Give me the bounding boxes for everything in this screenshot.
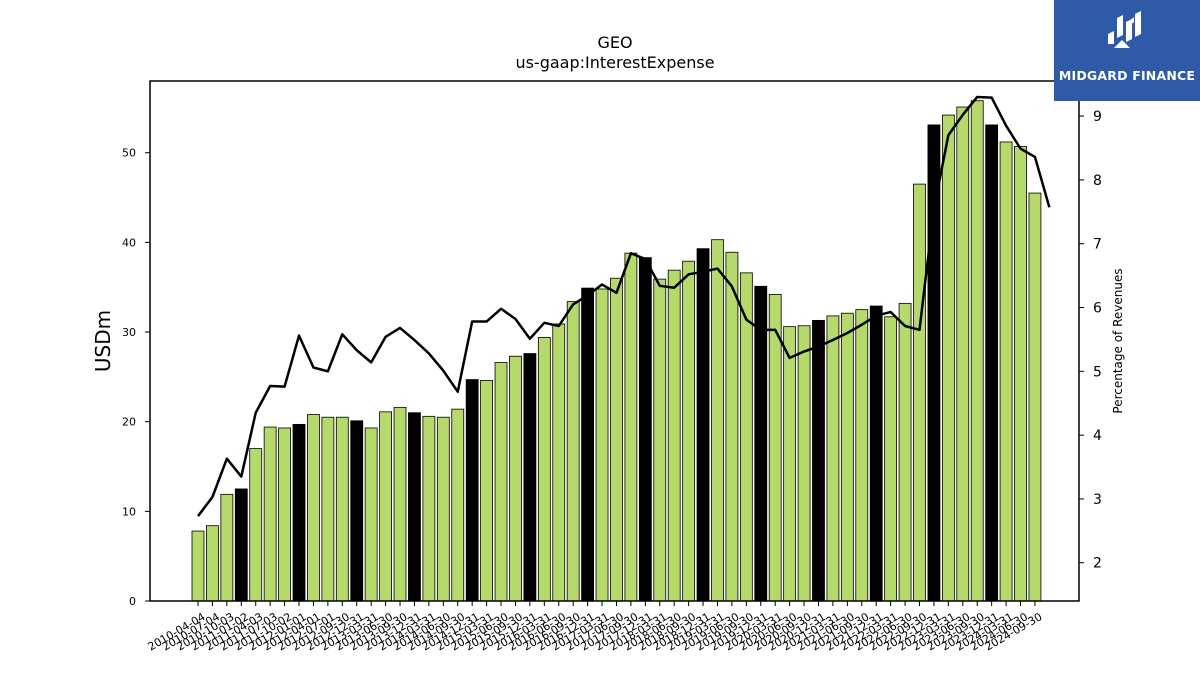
y-right-tick-label-9: 9 [1093, 109, 1102, 125]
bar-2018-03-31 [653, 278, 667, 602]
bar-2012-01-01 [292, 423, 306, 602]
bar-2022-12-31 [927, 124, 941, 602]
percentage-of-revenues-line [197, 95, 1051, 517]
bar-2011-10-02 [278, 427, 291, 602]
y-tick-label-0: 0 [129, 595, 136, 608]
y-tick-label-40: 40 [122, 236, 136, 249]
bar-2017-09-30 [624, 252, 638, 602]
bar-2016-09-30 [566, 301, 580, 602]
x-axis: 2010-04-042010-07-042010-10-032011-01-02… [146, 601, 1044, 653]
bar-2013-06-30 [379, 411, 392, 602]
bar-2022-06-30 [898, 302, 912, 602]
y-axis-label: USDm [91, 310, 115, 372]
bar-2011-01-02 [234, 488, 248, 602]
bar-2020-06-30 [783, 326, 797, 602]
bar-2010-10-03 [220, 493, 234, 602]
bar-2016-12-31 [581, 287, 595, 602]
bar-2013-09-30 [393, 406, 407, 602]
bar-2014-06-30 [436, 416, 450, 602]
chart-title: GEO [597, 33, 632, 52]
y-right-tick-label-5: 5 [1093, 364, 1102, 380]
bar-2016-03-31 [537, 337, 551, 602]
bar-2019-12-31 [754, 285, 768, 602]
bar-2016-06-30 [552, 323, 566, 602]
bar-2015-12-31 [523, 353, 537, 602]
bar-2015-06-30 [494, 362, 508, 602]
bar-2014-03-31 [422, 415, 436, 602]
bar-2021-09-30 [855, 309, 869, 602]
chart-subtitle: us-gaap:InterestExpense [515, 53, 714, 72]
y-axis-right: 2 3 4 5 6 7 8 9 [1079, 109, 1102, 572]
bar-2024-09-30 [1028, 192, 1042, 602]
bar-2021-06-30 [840, 312, 854, 602]
percentage-line-series [197, 95, 1051, 517]
bar-2012-07-01 [321, 416, 335, 602]
bar-2013-03-31 [364, 427, 378, 602]
bar-2012-04-01 [307, 414, 320, 602]
bar-2012-12-31 [350, 420, 364, 602]
bar-2021-03-31 [826, 315, 840, 602]
bar-2022-09-30 [913, 183, 926, 602]
bar-2024-06-30 [1014, 146, 1027, 602]
y-axis-left: 0 10 20 30 40 50 [122, 147, 150, 608]
y-tick-label-30: 30 [122, 326, 136, 339]
bar-2024-03-31 [999, 141, 1013, 602]
bar-2012-09-30 [335, 416, 349, 602]
bar-2018-12-31 [696, 248, 710, 602]
y-right-tick-label-2: 2 [1093, 556, 1102, 572]
y-tick-label-50: 50 [122, 147, 136, 160]
bar-2010-04-04 [191, 530, 205, 602]
bar-2023-12-31 [985, 124, 999, 602]
bar-2015-09-30 [509, 355, 522, 602]
bar-2023-03-31 [941, 114, 955, 602]
bar-2022-03-31 [884, 316, 898, 602]
bar-2023-06-30 [956, 106, 970, 602]
bar-2018-09-30 [682, 260, 696, 602]
midgard-finance-logo: MIDGARD FINANCE [1054, 0, 1200, 101]
bar-2011-07-03 [263, 426, 277, 602]
y-tick-label-20: 20 [122, 416, 136, 429]
bar-2020-09-30 [797, 325, 811, 602]
bar-2015-03-31 [480, 380, 494, 602]
bar-2013-12-31 [408, 412, 421, 602]
bar-2010-07-04 [206, 525, 219, 602]
bar-2017-03-31 [595, 288, 609, 602]
bar-2023-09-30 [970, 100, 984, 602]
bar-2019-03-31 [711, 239, 724, 602]
bar-series [191, 100, 1042, 602]
y-right-tick-label-7: 7 [1093, 237, 1102, 253]
plot-frame [149, 80, 1080, 602]
logo-text: MIDGARD FINANCE [1058, 68, 1196, 83]
bar-2017-12-31 [638, 257, 652, 602]
bar-2018-06-30 [667, 269, 681, 602]
bar-2011-04-03 [249, 448, 263, 602]
y-tick-label-10: 10 [122, 505, 136, 518]
y-right-tick-label-3: 3 [1093, 492, 1102, 508]
bar-2017-06-30 [610, 277, 623, 602]
bar-2014-09-30 [451, 408, 465, 602]
y-right-tick-label-6: 6 [1093, 301, 1102, 317]
bar-2019-06-30 [725, 251, 739, 602]
y-axis-right-label: Percentage of Revenues [1111, 268, 1125, 413]
midgard-logo-mark-icon [1108, 11, 1141, 48]
bar-2021-12-31 [869, 305, 883, 602]
y-right-tick-label-8: 8 [1093, 173, 1102, 189]
y-right-tick-label-4: 4 [1093, 428, 1102, 444]
bar-2020-12-31 [812, 319, 825, 602]
bar-2014-12-31 [465, 379, 479, 602]
